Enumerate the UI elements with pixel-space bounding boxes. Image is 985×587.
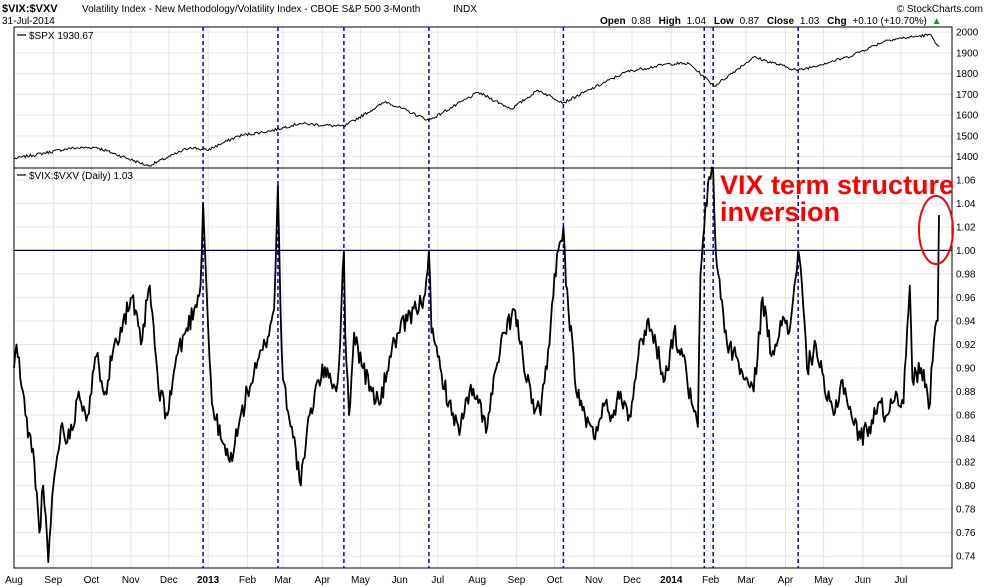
- upper-y-tick-label: 1400: [956, 152, 979, 163]
- x-tick-label: Dec: [160, 575, 178, 586]
- spx-legend-label: $SPX 1930.67: [29, 31, 94, 42]
- lower-y-axis: 0.74 0.76 0.78 0.80 0.82 0.84 0.86 0.88 0.90 0.92…: [956, 175, 976, 562]
- x-tick-label: 2014: [660, 575, 683, 586]
- x-tick-label: Aug: [468, 575, 486, 586]
- lower-y-tick-label: 0.94: [956, 316, 976, 327]
- lower-y-tick-label: 1.02: [956, 222, 976, 233]
- x-tick-label: Apr: [315, 575, 331, 586]
- ratio-legend: $VIX:$VXV (Daily) 1.03: [17, 171, 133, 182]
- close-value: 1.03: [800, 16, 820, 27]
- lower-y-tick-label: 0.92: [956, 340, 976, 351]
- x-tick-label: Apr: [778, 575, 794, 586]
- lower-y-tick-label: 1.00: [956, 246, 976, 257]
- lower-y-tick-label: 0.82: [956, 458, 976, 469]
- x-tick-label: Jul: [895, 575, 908, 586]
- chart-description: Volatility Index - New Methodology/Volat…: [82, 4, 420, 15]
- chart-exchange: INDX: [453, 4, 477, 15]
- x-tick-label: Dec: [623, 575, 641, 586]
- x-tick-label: Oct: [84, 575, 100, 586]
- upper-y-axis: 1400 1500 1600 1700 1800 1900 2000: [956, 28, 979, 163]
- event-lines: [202, 27, 799, 568]
- annotation-line1: VIX term structure: [720, 170, 954, 200]
- chg-value: +0.10 (+10.70%): [852, 16, 927, 27]
- up-arrow-icon: ▲: [932, 16, 942, 27]
- low-value: 0.87: [740, 16, 760, 27]
- x-tick-label: Mar: [274, 575, 292, 586]
- x-tick-label: 2013: [197, 575, 220, 586]
- copyright: © StockCharts.com: [897, 4, 983, 15]
- x-tick-label: Sep: [508, 575, 526, 586]
- x-tick-label: Feb: [702, 575, 720, 586]
- lower-y-tick-label: 0.78: [956, 505, 976, 516]
- x-tick-label: May: [351, 575, 370, 586]
- upper-y-tick-label: 1900: [956, 48, 979, 59]
- chg-label: Chg: [827, 16, 846, 27]
- lower-y-tick-label: 0.90: [956, 364, 976, 375]
- x-tick-label: Nov: [585, 575, 603, 586]
- x-tick-label: Mar: [738, 575, 756, 586]
- x-tick-label: Nov: [122, 575, 140, 586]
- chart-date: 31-Jul-2014: [2, 16, 55, 27]
- x-axis: Aug Sep Oct Nov Dec 2013 Feb Mar Apr May Jun Jul Aug…: [5, 575, 907, 586]
- upper-y-tick-label: 1500: [956, 131, 979, 142]
- upper-y-tick-label: 2000: [956, 28, 979, 39]
- vix-vxv-ratio-line: [13, 166, 940, 563]
- lower-y-tick-label: 1.06: [956, 175, 976, 186]
- open-value: 0.88: [631, 16, 651, 27]
- lower-y-tick-label: 0.74: [956, 552, 976, 563]
- chart-symbol: $VIX:$VXV: [2, 3, 58, 15]
- annotation-circle: [918, 195, 954, 265]
- annotation-line2: inversion: [720, 197, 840, 227]
- lower-y-tick-label: 0.96: [956, 293, 976, 304]
- upper-y-tick-label: 1600: [956, 111, 979, 122]
- low-label: Low: [714, 16, 734, 27]
- lower-y-tick-label: 0.98: [956, 269, 976, 280]
- lower-y-tick-label: 0.84: [956, 434, 976, 445]
- lower-y-tick-label: 1.04: [956, 199, 976, 210]
- open-label: Open: [600, 16, 626, 27]
- ohlc-readout: Open 0.88 High 1.04 Low 0.87 Close 1.03 …: [600, 16, 942, 27]
- x-tick-label: May: [814, 575, 833, 586]
- upper-y-tick-label: 1700: [956, 90, 979, 101]
- lower-y-tick-label: 0.80: [956, 481, 976, 492]
- x-tick-label: Feb: [239, 575, 257, 586]
- lower-y-tick-label: 0.76: [956, 528, 976, 539]
- high-value: 1.04: [687, 16, 707, 27]
- x-tick-label: Jul: [431, 575, 444, 586]
- x-tick-label: Aug: [5, 575, 23, 586]
- spx-price-line: [13, 33, 940, 167]
- lower-y-tick-label: 0.86: [956, 411, 976, 422]
- lower-y-tick-label: 0.88: [956, 387, 976, 398]
- ratio-legend-label: $VIX:$VXV (Daily) 1.03: [29, 171, 133, 182]
- x-tick-label: Sep: [44, 575, 62, 586]
- x-tick-label: Oct: [547, 575, 563, 586]
- x-tick-label: Jun: [855, 575, 871, 586]
- spx-legend: $SPX 1930.67: [17, 31, 94, 42]
- upper-y-tick-label: 1800: [956, 69, 979, 80]
- x-tick-label: Jun: [392, 575, 408, 586]
- high-label: High: [659, 16, 681, 27]
- close-label: Close: [767, 16, 795, 27]
